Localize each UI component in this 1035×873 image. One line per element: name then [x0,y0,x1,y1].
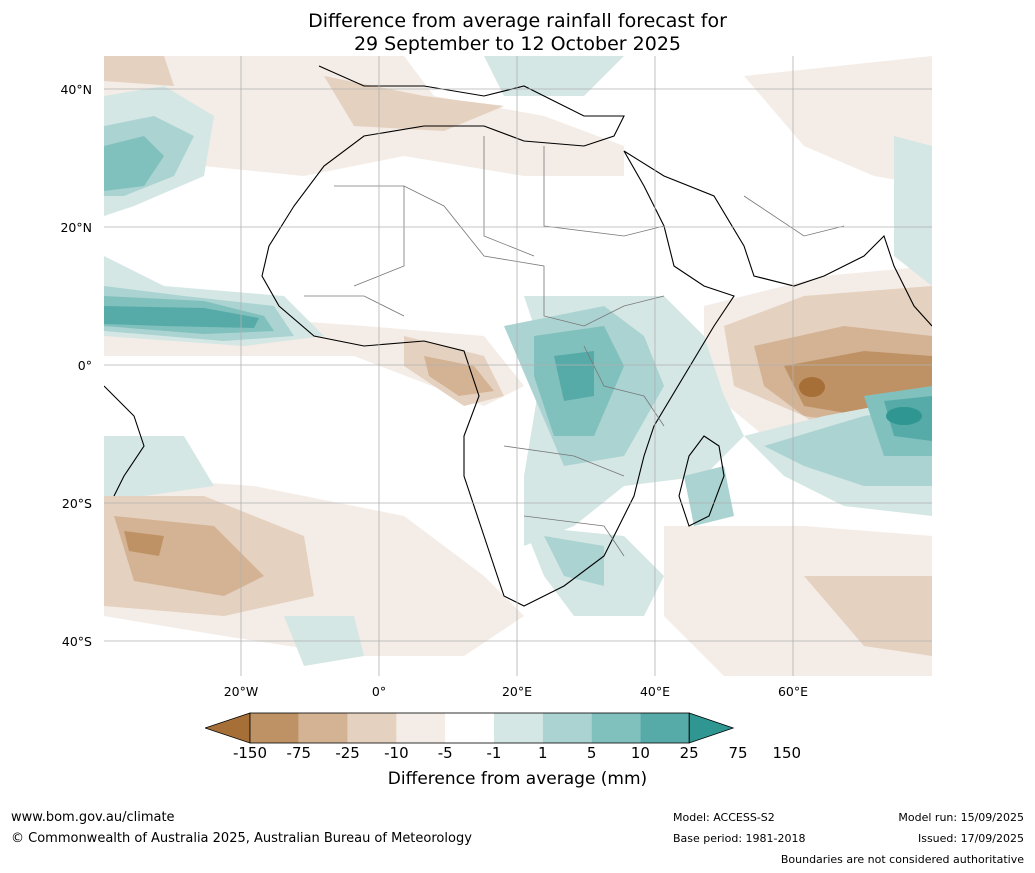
wet-anomaly-extreme [886,407,922,425]
colorbar-border [249,712,690,744]
lat-label-40n: 40°N [60,82,92,97]
colorbar-segment [250,713,299,743]
colorbar-tick-label: 5 [586,744,597,762]
lon-label-0: 0° [371,684,387,699]
colorbar-segment [445,713,494,743]
colorbar-tick-label: -75 [286,744,312,762]
colorbar-tick-label: 25 [679,744,699,762]
colorbar-tick-label: -150 [232,744,268,762]
colorbar-segment [298,713,348,743]
colorbar-tick-label: 10 [630,744,650,762]
title-line-2: 29 September to 12 October 2025 [353,33,682,55]
gridlines [104,56,932,676]
coastlines [104,65,932,607]
colorbar-tick-label: -25 [335,744,360,762]
colorbar-tick-label: 75 [728,744,748,762]
colorbar-segment [347,713,397,743]
colorbar-segment [591,713,641,743]
colorbar-arrow-left [203,712,251,744]
lon-label-40e: 40°E [639,684,671,699]
dry-anomaly-extreme [799,377,825,397]
title-line-1: Difference from average rainfall forecas… [308,10,727,32]
lon-label-60e: 60°E [777,684,809,699]
footer-model: Model: ACCESS-S2 [673,811,775,824]
lon-label-20w: 20°W [223,684,259,699]
footer-model-run: Model run: 15/09/2025 [898,811,1024,824]
lat-label-0: 0° [77,358,92,373]
map-canvas [104,56,932,676]
footer-copyright: © Commonwealth of Australia 2025, Austra… [11,831,472,846]
colorbar [203,711,830,749]
lat-label-20s: 20°S [61,496,92,511]
rainfall-map [104,56,932,676]
lon-label-20e: 20°E [501,684,533,699]
footer-issued: Issued: 17/09/2025 [917,832,1024,845]
lat-label-20n: 20°N [60,220,92,235]
colorbar-segment [396,713,446,743]
lat-label-40s: 40°S [61,634,92,649]
colorbar-tick-label: -1 [486,744,502,762]
colorbar-title: Difference from average (mm) [387,769,648,789]
colorbar-segment [542,713,592,743]
wet-anomaly-very-strong [104,306,932,441]
colorbar-arrow-right [688,712,735,744]
colorbar-segment [640,713,690,743]
country-borders [304,136,845,557]
footer-disclaimer: Boundaries are not considered authoritat… [780,853,1024,866]
map-title: Difference from average rainfall forecas… [0,10,1035,56]
footer-website: www.bom.gov.au/climate [11,810,175,825]
colorbar-tick-label: -10 [384,744,409,762]
colorbar-segment [494,713,543,743]
colorbar-tick-label: 150 [772,744,802,762]
colorbar-tick-label: -5 [437,744,453,762]
colorbar-tick-label: 1 [538,744,548,762]
colorbar-svg [203,712,735,744]
footer-base-period: Base period: 1981-2018 [673,832,806,845]
